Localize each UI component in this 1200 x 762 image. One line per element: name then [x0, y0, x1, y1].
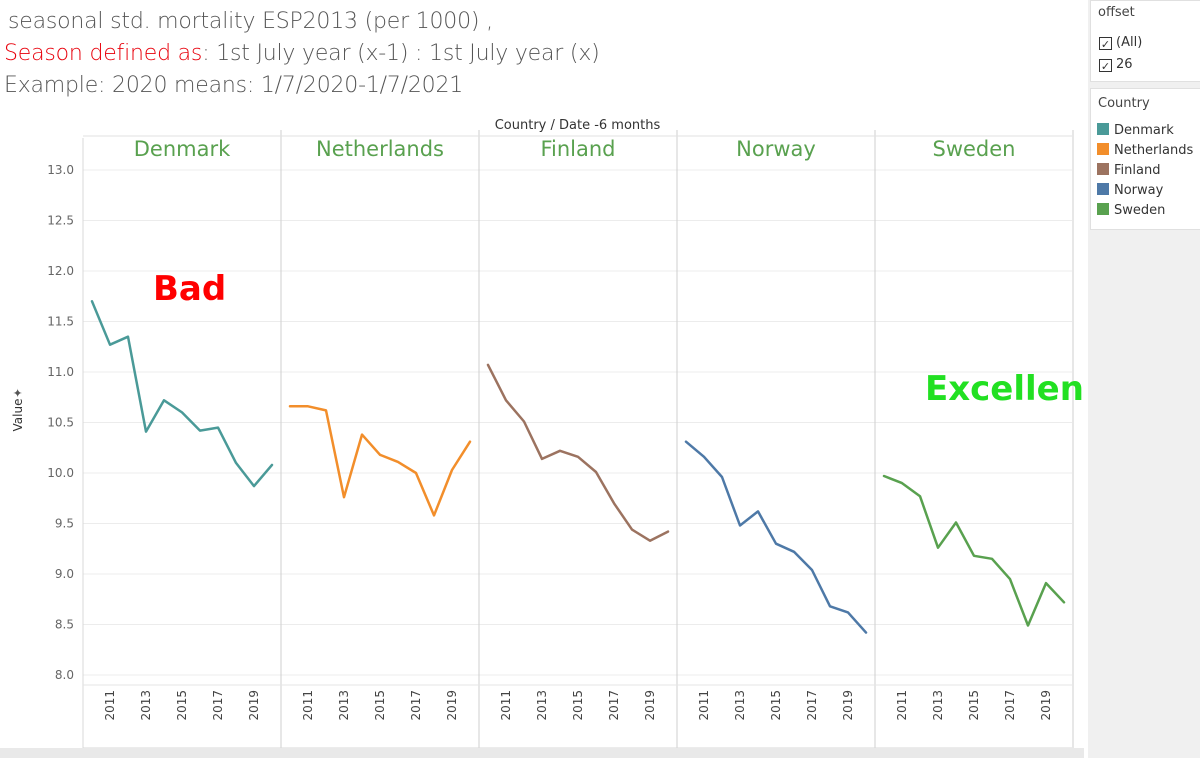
- x-tick-label: 2019: [841, 690, 855, 721]
- offset-filter: offset ✓ (All) ✓ 26: [1090, 0, 1200, 82]
- filter-option-26[interactable]: ✓ 26: [1099, 56, 1133, 74]
- legend-title: Country: [1098, 96, 1150, 111]
- y-tick-label: 12.0: [47, 264, 74, 278]
- legend-item-norway[interactable]: Norway: [1097, 181, 1163, 201]
- x-tick-label: 2013: [139, 690, 153, 721]
- x-tick-label: 2019: [643, 690, 657, 721]
- title-line-3: Example: 2020 means: 1/7/2020-1/7/2021: [4, 70, 600, 102]
- x-tick-label: 2011: [895, 690, 909, 721]
- series-line: [882, 474, 1066, 627]
- country-legend: Country Denmark Netherlands Finland Norw…: [1090, 88, 1200, 230]
- chart-area: Country / Date -6 months 13.0 12.5 12.0 11.5…: [0, 110, 1113, 758]
- x-tick-label: 2015: [967, 690, 981, 721]
- x-tick-label: 2011: [697, 690, 711, 721]
- mortality-chart: Country / Date -6 months 13.0 12.5 12.0 11.5…: [11, 118, 1113, 749]
- y-tick-label: 8.5: [55, 618, 74, 632]
- x-tick-label: 2017: [1003, 690, 1017, 721]
- legend-label: Sweden: [1114, 203, 1166, 218]
- legend-swatch-icon: [1097, 123, 1109, 135]
- filter-option-all[interactable]: ✓ (All): [1099, 34, 1142, 52]
- x-tick-label: 2011: [301, 690, 315, 721]
- x-tick-label: 2013: [337, 690, 351, 721]
- x-tick-label: 2013: [535, 690, 549, 721]
- x-tick-label: 2019: [445, 690, 459, 721]
- y-tick-label: 11.5: [47, 315, 74, 329]
- legend-label: Netherlands: [1114, 143, 1194, 158]
- panel-title: Sweden: [933, 137, 1016, 161]
- legend-label: Norway: [1114, 183, 1164, 198]
- y-tick-label: 9.0: [55, 567, 74, 581]
- title-line-2: Season defined as: 1st July year (x-1) :…: [4, 38, 600, 70]
- legend-item-netherlands[interactable]: Netherlands: [1097, 141, 1193, 161]
- checkbox-checked-icon[interactable]: ✓: [1099, 59, 1112, 73]
- series-line: [90, 300, 274, 488]
- x-tick-label: 2013: [733, 690, 747, 721]
- checkbox-checked-icon[interactable]: ✓: [1099, 37, 1112, 51]
- y-tick-label: 8.0: [55, 668, 74, 682]
- x-tick-label: 2011: [499, 690, 513, 721]
- annotation: Excellent.: [925, 369, 1084, 409]
- legend-swatch-icon: [1097, 183, 1109, 195]
- x-tick-label: 2017: [607, 690, 621, 721]
- annotation: Bad: [153, 269, 226, 309]
- x-tick-label: 2017: [805, 690, 819, 721]
- title-season-definition: : 1st July year (x-1) : 1st July year (x…: [202, 41, 600, 66]
- title-block: seasonal std. mortality ESP2013 (per 100…: [4, 6, 600, 102]
- filter-option-label: (All): [1116, 35, 1143, 50]
- x-tick-label: 2019: [247, 690, 261, 721]
- x-tick-label: 2015: [571, 690, 585, 721]
- x-tick-label: 2017: [409, 690, 423, 721]
- panel-title: Netherlands: [316, 137, 444, 161]
- filter-title: offset: [1098, 5, 1135, 20]
- x-tick-label: 2015: [373, 690, 387, 721]
- y-tick-label: 10.0: [47, 466, 74, 480]
- x-tick-label: 2017: [211, 690, 225, 721]
- y-tick-label: 13.0: [47, 163, 74, 177]
- title-line-1: seasonal std. mortality ESP2013 (per 100…: [4, 6, 600, 38]
- filter-option-label: 26: [1116, 57, 1133, 72]
- title-season-label: Season defined as: [4, 41, 203, 66]
- x-tick-label: 2015: [769, 690, 783, 721]
- series-line: [684, 440, 868, 634]
- series-line: [288, 405, 472, 517]
- y-axis-label: Value: [11, 399, 25, 432]
- legend-label: Denmark: [1114, 123, 1174, 138]
- pin-icon: ✦: [11, 388, 25, 398]
- y-tick-label: 10.5: [47, 416, 74, 430]
- x-tick-label: 2015: [175, 690, 189, 721]
- legend-item-finland[interactable]: Finland: [1097, 161, 1160, 181]
- scrollbar-strip[interactable]: [0, 748, 1084, 758]
- chart-header: Country / Date -6 months: [495, 118, 661, 133]
- series-line: [486, 363, 670, 542]
- y-tick-label: 12.5: [47, 214, 74, 228]
- title-text-1: seasonal std. mortality ESP2013 (per 100…: [8, 9, 493, 34]
- x-tick-label: 2013: [931, 690, 945, 721]
- y-tick-label: 11.0: [47, 365, 74, 379]
- legend-swatch-icon: [1097, 143, 1109, 155]
- legend-item-denmark[interactable]: Denmark: [1097, 121, 1174, 141]
- panel-title: Norway: [736, 137, 816, 161]
- legend-swatch-icon: [1097, 203, 1109, 215]
- legend-swatch-icon: [1097, 163, 1109, 175]
- x-tick-label: 2019: [1039, 690, 1053, 721]
- y-tick-label: 9.5: [55, 517, 74, 531]
- title-example: Example: 2020 means: 1/7/2020-1/7/2021: [4, 73, 464, 98]
- legend-item-sweden[interactable]: Sweden: [1097, 201, 1165, 221]
- x-tick-label: 2011: [103, 690, 117, 721]
- panel-title: Finland: [540, 137, 615, 161]
- panel-title: Denmark: [134, 137, 231, 161]
- legend-label: Finland: [1114, 163, 1161, 178]
